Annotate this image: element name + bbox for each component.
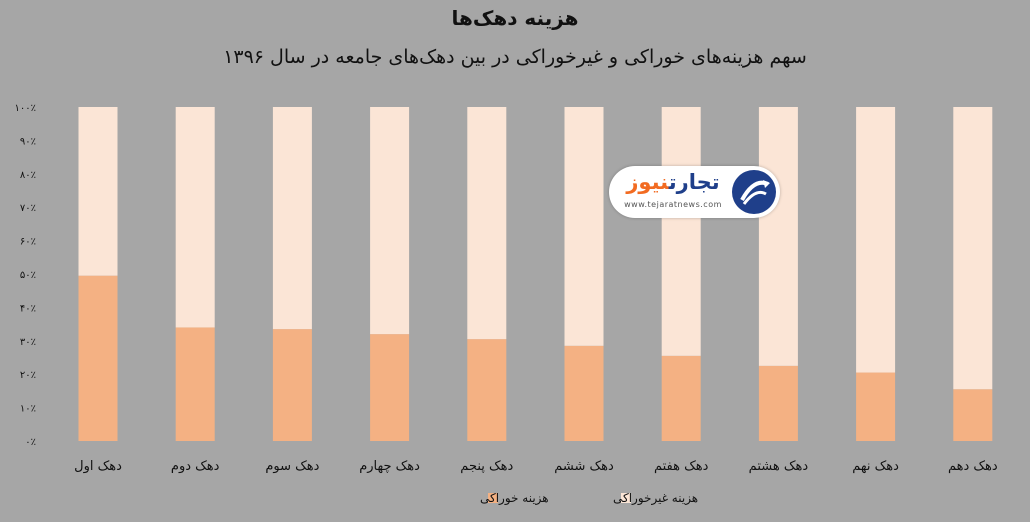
bar-segment-nonfood — [78, 107, 118, 276]
y-tick-label: ۸۰٪ — [20, 170, 36, 181]
chart-title: هزینه دهک‌ها — [451, 6, 579, 30]
legend-label: هزینه خوراکی — [480, 491, 549, 506]
x-category-label: دهک دهم — [948, 459, 998, 474]
bar-segment-nonfood — [370, 107, 410, 335]
y-tick-label: ۶۰٪ — [20, 237, 36, 248]
bar-segment-nonfood — [564, 107, 604, 346]
x-category-label: دهک پنجم — [460, 459, 513, 474]
watermark-url: www.tejaratnews.com — [624, 200, 722, 209]
bar-segment-food — [953, 389, 993, 441]
y-tick-label: ۹۰٪ — [20, 136, 36, 147]
bar-segment-food — [758, 365, 798, 441]
y-tick-label: ۴۰٪ — [20, 303, 36, 314]
bar-segment-food — [370, 334, 410, 441]
bar-segment-nonfood — [272, 107, 312, 330]
bar-segment-nonfood — [661, 107, 701, 356]
watermark-logo: تجارتنیوز www.tejaratnews.com — [609, 166, 780, 218]
x-category-label: دهک چهارم — [359, 459, 420, 474]
y-tick-label: ۲۰٪ — [20, 370, 36, 381]
x-category-label: دهک دوم — [171, 459, 220, 474]
legend-swatch — [488, 493, 498, 503]
bar-segment-nonfood — [953, 107, 993, 390]
x-category-label: دهک نهم — [852, 459, 899, 474]
bar-segment-food — [175, 327, 215, 441]
x-category-label: دهک اول — [74, 459, 122, 474]
y-tick-label: ۱۰۰٪ — [15, 103, 36, 114]
y-tick-label: ۵۰٪ — [20, 270, 36, 281]
bar-segment-nonfood — [856, 107, 896, 373]
bar-segment-food — [564, 345, 604, 441]
bar-segment-nonfood — [758, 107, 798, 366]
bar-segment-food — [78, 275, 118, 441]
bar-segment-food — [661, 355, 701, 441]
x-category-label: دهک هفتم — [654, 459, 709, 474]
y-tick-label: ۷۰٪ — [20, 203, 36, 214]
bar-segment-nonfood — [467, 107, 507, 340]
y-tick-label: ۱۰٪ — [20, 404, 36, 415]
bar-segment-food — [856, 372, 896, 441]
x-category-label: دهک سوم — [265, 459, 319, 474]
x-category-label: دهک ششم — [554, 459, 614, 474]
y-tick-label: ۳۰٪ — [20, 337, 36, 348]
watermark-brand: تجارتنیوز — [626, 170, 720, 194]
bar-segment-food — [467, 339, 507, 441]
watermark-emblem-icon — [732, 170, 776, 214]
legend-swatch — [621, 493, 631, 503]
bar-segment-food — [272, 329, 312, 441]
bar-segment-nonfood — [175, 107, 215, 328]
legend-label: هزینه غیرخوراکی — [613, 491, 698, 506]
chart-subtitle: سهم هزینه‌های خوراکی و غیرخوراکی در بین … — [223, 46, 807, 68]
y-tick-label: ۰٪ — [25, 437, 36, 448]
x-category-label: دهک هشتم — [749, 459, 809, 474]
